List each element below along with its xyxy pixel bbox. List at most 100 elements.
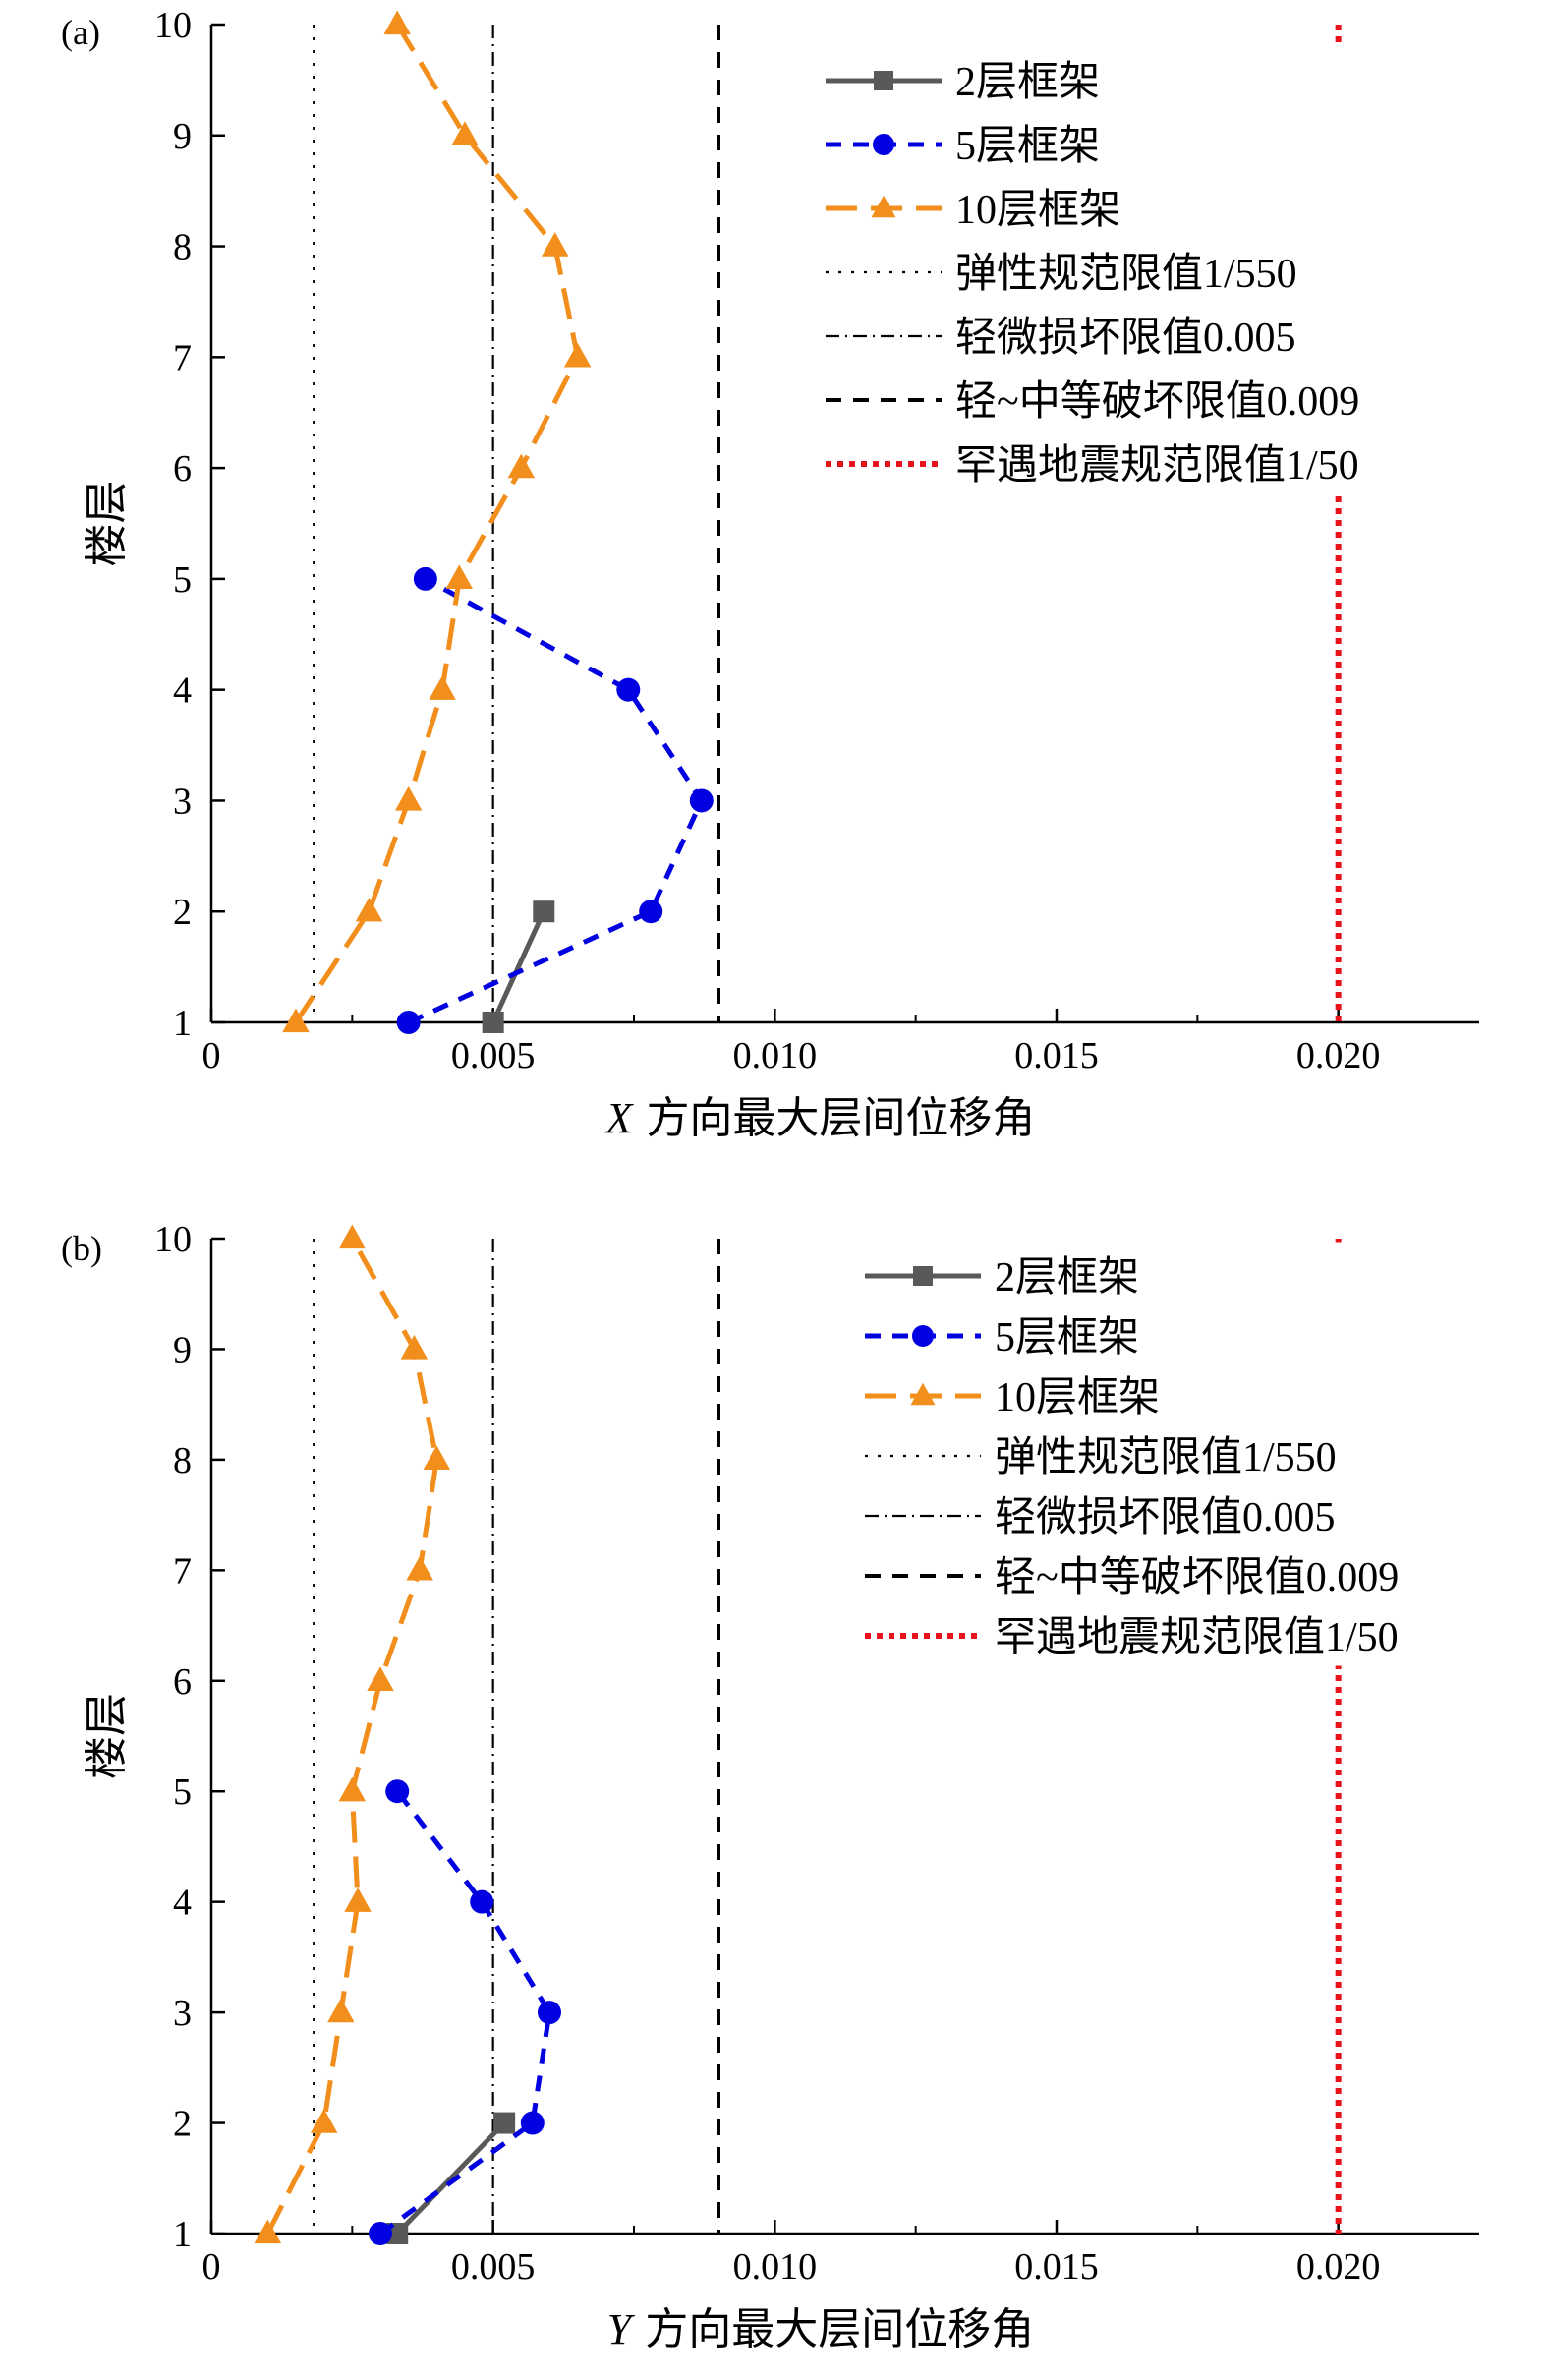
data-point	[254, 2219, 282, 2244]
data-point	[429, 675, 456, 700]
legend-swatch-marker	[910, 1382, 936, 1406]
data-point	[639, 900, 663, 924]
x-axis-title: X 方向最大层间位移角	[604, 1094, 1036, 1142]
data-point	[310, 2109, 338, 2133]
series-line-2	[265, 1237, 439, 2235]
legend-label: 轻微损坏限值0.005	[995, 1495, 1336, 1540]
data-point	[689, 788, 714, 813]
x-tick-label: 0.020	[1296, 2246, 1381, 2288]
legend-label: 轻~中等破坏限值0.009	[995, 1555, 1399, 1600]
data-point	[338, 1776, 367, 1802]
legend-swatch-marker	[871, 195, 896, 218]
data-point	[533, 900, 555, 923]
y-tick-label: 1	[173, 1003, 192, 1044]
legend-label: 弹性规范限值1/550	[995, 1435, 1337, 1480]
chart-panel-a: 0 0.005 0.010 0.015 0.020 1 2 3 4 5 6 7 8 9 10 (a) 楼层 X 方向…	[61, 5, 1479, 1142]
data-point	[367, 1666, 394, 1691]
x-axis-title-text: 方向最大层间位移角	[645, 2305, 1034, 2353]
y-tick-label: 4	[173, 1883, 192, 1924]
x-tick-label: 0	[202, 2246, 221, 2288]
legend-swatch-marker	[873, 134, 894, 155]
data-point	[355, 897, 383, 922]
y-tick-label: 2	[173, 892, 192, 933]
data-point	[394, 785, 423, 811]
x-axis-title: Y 方向最大层间位移角	[607, 2305, 1034, 2353]
x-tick-label: 0.005	[451, 1035, 536, 1076]
data-point	[445, 564, 474, 590]
legend-label: 轻~中等破坏限值0.009	[955, 379, 1359, 425]
x-axis-title-text: 方向最大层间位移角	[646, 1094, 1035, 1142]
y-tick-label: 6	[173, 448, 192, 490]
legend-label: 罕遇地震规范限值1/50	[995, 1615, 1399, 1660]
legend-label: 5层框架	[955, 124, 1100, 169]
x-tick-label: 0.015	[1014, 1035, 1099, 1076]
legend-label: 10层框架	[955, 188, 1120, 233]
x-tick-label: 0.020	[1296, 1035, 1381, 1076]
y-tick-label: 4	[173, 670, 192, 712]
x-axis-title-variable: Y	[607, 2305, 636, 2353]
legend-label: 弹性规范限值1/550	[955, 252, 1297, 297]
legend-background	[816, 44, 1445, 496]
data-point	[520, 2111, 545, 2135]
data-point	[413, 566, 437, 591]
y-tick-label: 9	[173, 1329, 192, 1370]
data-point	[338, 1224, 367, 1249]
data-point	[383, 10, 411, 35]
series-line-1	[407, 576, 705, 1025]
y-axis-title: 楼层	[83, 1693, 131, 1779]
panel-label: (b)	[61, 1229, 102, 1268]
data-point	[385, 1779, 410, 1804]
y-tick-label: 5	[173, 1771, 192, 1813]
y-tick-label: 2	[173, 2104, 192, 2145]
legend-label: 2层框架	[955, 60, 1100, 105]
series-line-2	[293, 23, 581, 1024]
y-axis-title: 楼层	[83, 481, 131, 567]
legend-label: 2层框架	[995, 1255, 1139, 1301]
data-point	[282, 1008, 310, 1033]
x-tick-label: 0.010	[733, 1035, 818, 1076]
data-point	[400, 1334, 429, 1360]
series-line-0	[395, 2120, 506, 2235]
y-tick-label: 10	[154, 5, 192, 46]
data-point	[482, 1012, 504, 1033]
data-point	[327, 1998, 355, 2023]
legend-label: 轻微损坏限值0.005	[955, 316, 1296, 361]
data-point	[470, 1889, 494, 1914]
data-point	[396, 1011, 421, 1034]
legend-swatch-marker	[912, 1325, 934, 1347]
legend-swatch-marker	[874, 71, 893, 90]
data-point	[406, 1555, 433, 1581]
x-tick-label: 0.010	[733, 2246, 818, 2288]
legend-background	[855, 1242, 1484, 1666]
y-tick-label: 8	[173, 227, 192, 268]
series-line-0	[490, 910, 546, 1024]
y-tick-label: 3	[173, 1993, 192, 2034]
chart-panel-b: 0 0.005 0.010 0.015 0.020 1 2 3 4 5 6 7 8 9 10 (b) 楼层 Y 方向…	[61, 1219, 1484, 2353]
data-point	[616, 677, 641, 702]
y-tick-label: 10	[154, 1219, 192, 1260]
y-tick-label: 7	[173, 337, 192, 378]
y-tick-label: 3	[173, 781, 192, 822]
panel-label: (a)	[61, 13, 100, 52]
data-point	[538, 2001, 561, 2025]
legend-label: 罕遇地震规范限值1/50	[955, 443, 1359, 489]
data-point	[369, 2222, 392, 2245]
y-tick-label: 5	[173, 559, 192, 601]
x-tick-label: 0.005	[451, 2246, 536, 2288]
y-tick-label: 6	[173, 1661, 192, 1703]
series-line-1	[378, 1789, 552, 2236]
data-point	[493, 2112, 516, 2134]
legend-swatch-marker	[913, 1266, 933, 1286]
legend-label: 10层框架	[995, 1375, 1160, 1421]
data-point	[423, 1445, 451, 1471]
data-point	[507, 453, 536, 479]
x-axis-title-variable: X	[604, 1094, 635, 1142]
legend-label: 5层框架	[995, 1315, 1139, 1361]
data-point	[451, 121, 479, 145]
y-tick-label: 9	[173, 116, 192, 157]
data-point	[563, 342, 592, 368]
y-tick-label: 7	[173, 1550, 192, 1592]
x-tick-label: 0	[202, 1035, 221, 1076]
y-tick-label: 8	[173, 1440, 192, 1481]
